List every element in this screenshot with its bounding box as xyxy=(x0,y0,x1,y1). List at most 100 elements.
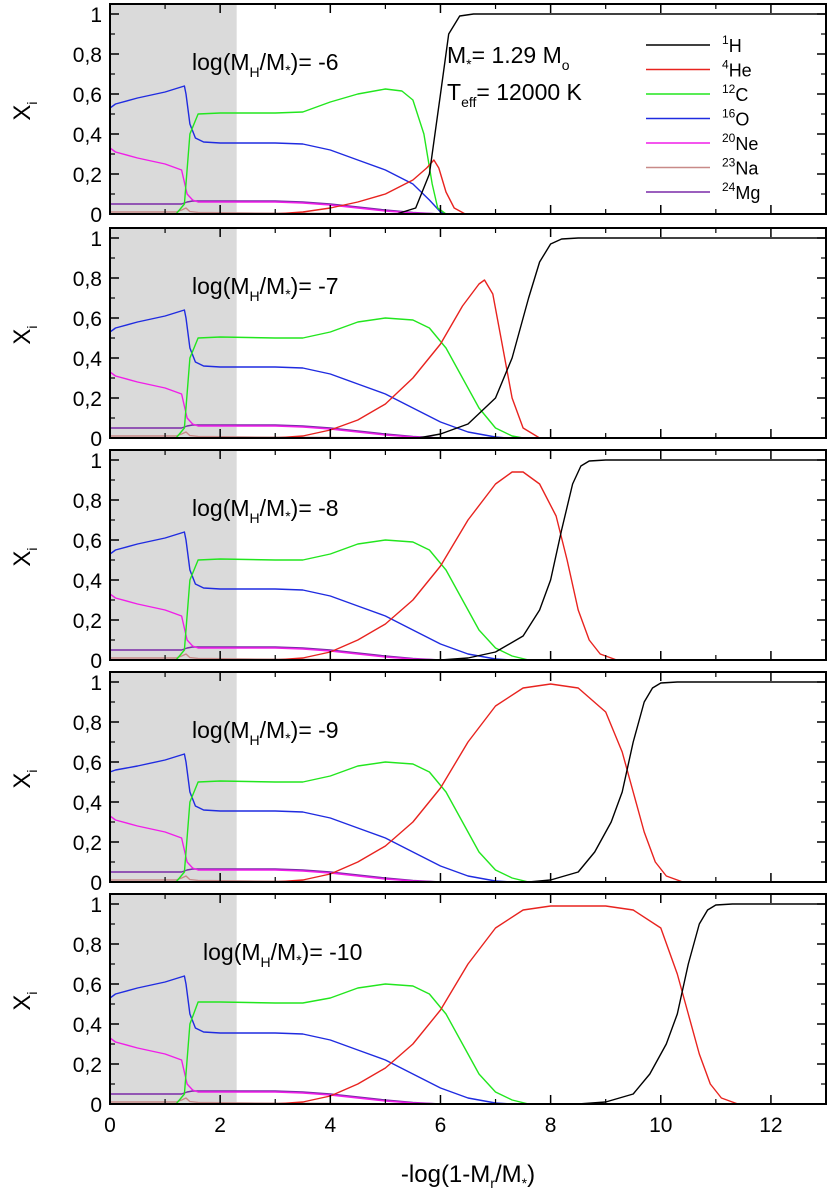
y-tick-label: 0,6 xyxy=(73,308,102,331)
x-tick-label: 6 xyxy=(435,1114,447,1137)
y-tick-label: 0,8 xyxy=(73,490,102,513)
y-tick-label: 0 xyxy=(90,428,102,451)
x-tick-label: 2 xyxy=(214,1114,226,1137)
core-shaded-region xyxy=(110,450,237,660)
panels-group: 0 0,2 0,4 0,6 0,8 1 Xi log(MH/M*)= -6 0 0,2 0,4 0,6… xyxy=(9,3,827,1137)
y-tick-label: 0,2 xyxy=(73,164,102,187)
panel-frame xyxy=(109,671,827,883)
y-tick-label: 0,4 xyxy=(73,348,103,371)
series-line-h xyxy=(110,459,826,660)
y-tick-label: 0,4 xyxy=(73,570,103,593)
legend-item-ne: 20Ne xyxy=(646,131,758,154)
series-line-c xyxy=(110,539,826,660)
legend-label: 20Ne xyxy=(722,131,758,154)
y-tick-label: 0,8 xyxy=(73,268,102,291)
y-tick-label: 0 xyxy=(90,650,102,673)
series-line-ne xyxy=(110,815,826,882)
panel-3: 0 0,2 0,4 0,6 0,8 1 Xi log(MH/M*)= -8 xyxy=(9,449,827,673)
panel-frame xyxy=(109,227,827,439)
series-line-o xyxy=(110,309,826,438)
legend-label: 24Mg xyxy=(722,180,760,203)
y-tick-label: 1 xyxy=(90,672,102,695)
series-line-c xyxy=(110,317,826,438)
y-tick-label: 0,4 xyxy=(73,124,103,147)
legend-label: 12C xyxy=(722,82,748,105)
core-shaded-region xyxy=(110,672,237,882)
series-line-o xyxy=(110,531,826,660)
stellar-mass-annotation: M*= 1.29 Mo xyxy=(447,42,570,73)
series-line-ne xyxy=(110,593,826,660)
legend-item-na: 23Na xyxy=(646,156,759,179)
y-tick-label: 0 xyxy=(90,204,102,227)
y-tick-label: 0,8 xyxy=(73,44,102,67)
panel-frame xyxy=(109,3,827,215)
hydrogen-mass-label: log(MH/M*)= -6 xyxy=(192,49,339,80)
series-line-h xyxy=(110,237,826,438)
x-tick-label: 10 xyxy=(649,1114,672,1137)
legend-item-o: 16O xyxy=(646,107,749,130)
series-group xyxy=(110,237,826,438)
legend-label: 16O xyxy=(722,107,749,130)
core-shaded-region xyxy=(110,228,237,438)
series-line-h xyxy=(110,13,826,214)
y-tick-label: 0,6 xyxy=(73,752,102,775)
y-axis-title: Xi xyxy=(9,547,40,566)
panel-frame xyxy=(109,449,827,661)
x-tick-label: 0 xyxy=(104,1114,116,1137)
series-line-he xyxy=(110,159,826,214)
series-line-o xyxy=(110,975,826,1104)
legend-item-c: 12C xyxy=(646,82,748,105)
series-line-o xyxy=(110,85,826,214)
hydrogen-mass-label: log(MH/M*)= -7 xyxy=(192,273,339,304)
panel-5: 0 0,2 0,4 0,6 0,8 1 Xi log(MH/M*)= -10 xyxy=(9,893,827,1117)
series-line-ne xyxy=(110,147,826,214)
x-axis-title: -log(1-Mr/M*) xyxy=(401,1161,535,1190)
legend-item-h: 1H xyxy=(646,33,742,56)
series-line-he xyxy=(110,279,826,438)
y-tick-label: 0,2 xyxy=(73,388,102,411)
ticks xyxy=(109,4,826,215)
y-tick-label: 0,4 xyxy=(73,792,103,815)
series-line-o xyxy=(110,753,826,882)
y-tick-label: 1 xyxy=(90,894,102,917)
panel-1: 0 0,2 0,4 0,6 0,8 1 Xi log(MH/M*)= -6 xyxy=(9,3,827,227)
y-tick-label: 0,8 xyxy=(73,712,102,735)
y-axis-title: Xi xyxy=(9,325,40,344)
effective-temperature-annotation: Teff= 12000 K xyxy=(447,79,583,110)
y-axis-title: Xi xyxy=(9,769,40,788)
series-group xyxy=(110,13,826,214)
x-tick-labels: 0 2 4 6 8 10 12 xyxy=(104,1114,782,1137)
y-tick-label: 0,8 xyxy=(73,934,102,957)
series-line-c xyxy=(110,761,826,882)
y-tick-label: 1 xyxy=(90,450,102,473)
series-line-c xyxy=(110,983,826,1104)
hydrogen-mass-label: log(MH/M*)= -8 xyxy=(192,495,339,526)
core-shaded-region xyxy=(110,4,237,214)
y-tick-label: 0,6 xyxy=(73,530,102,553)
y-tick-label: 0 xyxy=(90,872,102,895)
x-tick-label: 12 xyxy=(759,1114,782,1137)
stellar-parameters-annotation: M*= 1.29 Mo Teff= 12000 K xyxy=(447,42,583,110)
series-line-ne xyxy=(110,371,826,438)
y-tick-label: 1 xyxy=(90,4,102,27)
legend-item-mg: 24Mg xyxy=(646,180,760,203)
legend-label: 4He xyxy=(722,58,752,81)
y-axis-title: Xi xyxy=(9,991,40,1010)
series-line-ne xyxy=(110,1037,826,1104)
series-line-he xyxy=(110,905,826,1104)
legend-item-he: 4He xyxy=(646,58,752,81)
y-tick-label: 1 xyxy=(90,228,102,251)
y-tick-label: 0,2 xyxy=(73,832,102,855)
y-tick-label: 0,4 xyxy=(73,1014,103,1037)
series-line-he xyxy=(110,471,826,660)
panel-frame xyxy=(109,893,827,1105)
y-tick-label: 0,2 xyxy=(73,1054,102,1077)
legend-label: 23Na xyxy=(722,156,759,179)
series-line-he xyxy=(110,683,826,882)
hydrogen-mass-label: log(MH/M*)= -9 xyxy=(192,717,339,748)
series-line-c xyxy=(110,88,826,214)
y-tick-label: 0 xyxy=(90,1094,102,1117)
x-tick-label: 8 xyxy=(545,1114,557,1137)
